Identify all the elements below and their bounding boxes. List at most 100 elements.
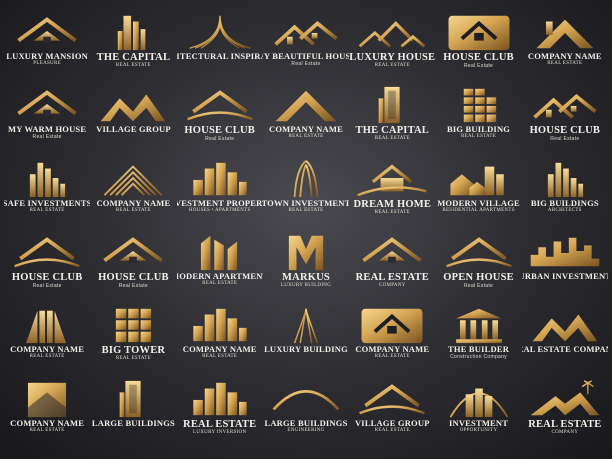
logo-text: BIG TOWER REAL ESTATE xyxy=(102,345,166,362)
logo-23: HOUSE CLUB Real Estate xyxy=(90,232,176,305)
logo-16: COMPANY NAME REAL ESTATE xyxy=(90,159,176,232)
city-blocks-icon xyxy=(189,309,251,343)
logo-34: THE BUILDER Construction Company xyxy=(435,305,521,378)
logo-tagline: LUXURY INVERSION xyxy=(193,429,247,435)
logo-13: BIG BUILDING REAL ESTATE xyxy=(435,85,521,158)
logo-tagline: Real Estate xyxy=(291,61,321,67)
logo-name: LUXURY MANSION xyxy=(6,51,89,61)
logo-tagline: REAL ESTATE xyxy=(29,207,65,213)
logo-text: SAFE INVESTMENTS REAL ESTATE xyxy=(4,197,91,214)
logo-text: TOWN INVESTMENT REAL ESTATE xyxy=(262,197,350,214)
tower-icon xyxy=(120,380,142,417)
logo-text: HOUSE CLUB Real Estate xyxy=(184,125,255,142)
palm-roof-icon xyxy=(530,379,600,415)
logo-1: LUXURY MANSION PLEASURE xyxy=(4,12,90,85)
logo-text: MY WARM HOUSE Real Estate xyxy=(8,124,87,141)
houses-icon xyxy=(358,21,426,48)
logo-text: URBAN INVESTMENT xyxy=(522,272,608,281)
roof-house-icon xyxy=(362,237,422,263)
logo-text: BIG BUILDING REAL ESTATE xyxy=(447,125,510,140)
logo-name: HOUSE CLUB xyxy=(98,272,169,283)
logo-name: COMPANY NAME xyxy=(269,124,343,135)
logo-29: COMPANY NAME REAL ESTATE xyxy=(4,305,90,378)
logo-name: COMPANY NAME xyxy=(527,51,602,61)
logo-name: MODERN VILLAGE xyxy=(437,197,520,208)
logo-text: LARGE BUILDINGS xyxy=(91,417,175,428)
logo-8: MY WARM HOUSE Real Estate xyxy=(4,85,90,158)
logo-name: OPEN HOUSE xyxy=(443,272,514,283)
logo-26: REAL ESTATE COMPANY xyxy=(349,232,435,305)
square-roof-icon xyxy=(28,382,67,417)
logo-text: HOUSE CLUB Real Estate xyxy=(98,272,169,289)
house-badge-icon xyxy=(448,15,510,51)
logo-35: REAL ESTATE COMPANY xyxy=(522,305,608,378)
logo-tagline: Real Estate xyxy=(463,63,494,69)
logo-11: COMPANY NAME REAL ESTATE xyxy=(263,85,349,158)
logo-22: HOUSE CLUB Real Estate xyxy=(4,232,90,305)
logo-name: HOUSE CLUB xyxy=(11,272,83,283)
logo-name: MY BEAUTIFUL HOUSE xyxy=(263,51,350,61)
logo-40: VILLAGE GROUP REAL ESTATE xyxy=(349,379,435,452)
logo-14: HOUSE CLUB Real Estate xyxy=(522,85,608,158)
logo-name: REAL ESTATE xyxy=(183,418,257,430)
logo-15: SAFE INVESTMENTS REAL ESTATE xyxy=(4,159,90,232)
logo-tagline: REAL ESTATE xyxy=(374,136,410,142)
mountain-roof-icon xyxy=(532,314,598,342)
skyscraper-icon xyxy=(118,15,146,51)
logo-name: SAFE INVESTMENTS xyxy=(4,197,91,208)
logo-tagline: RESIDENTIAL APARTMENTS xyxy=(442,207,515,213)
logo-tagline: REAL ESTATE xyxy=(374,354,410,360)
bars-tower-icon xyxy=(26,311,67,344)
logo-name: HOUSE CLUB xyxy=(184,125,255,137)
logo-name: TOWN INVESTMENT xyxy=(262,197,350,208)
logo-tagline: LUXURY BUILDING xyxy=(280,283,332,288)
logo-tagline: REAL ESTATE xyxy=(29,354,65,360)
logo-name: HOUSE CLUB xyxy=(443,52,514,63)
logo-31: COMPANY NAME REAL ESTATE xyxy=(177,305,263,378)
logo-name: VILLAGE GROUP xyxy=(96,124,171,135)
slanted-towers-icon xyxy=(200,235,237,271)
logo-10: HOUSE CLUB Real Estate xyxy=(177,85,263,158)
logo-39: LARGE BUILDINGS ENGINEERING xyxy=(263,379,349,452)
logo-tagline: Real Estate xyxy=(118,283,148,289)
logo-tagline: REAL ESTATE xyxy=(288,207,324,213)
stripe-roof-icon xyxy=(104,164,163,196)
logo-text: INVESTMENT OPPORTUNITY xyxy=(448,417,509,434)
spire-icon xyxy=(293,307,319,344)
roof-house-icon xyxy=(17,17,77,43)
logo-name: BIG TOWER xyxy=(101,345,166,357)
house-swoosh-icon xyxy=(357,164,427,196)
cube-tower-icon xyxy=(116,309,152,343)
logo-name: THE BUILDER xyxy=(448,344,510,355)
logo-7: COMPANY NAME REAL ESTATE xyxy=(522,12,608,85)
logo-name: HOUSE CLUB xyxy=(529,125,601,137)
m-monogram-icon xyxy=(288,235,324,271)
logo-name: MY WARM HOUSE xyxy=(8,124,87,135)
logo-tagline: REAL ESTATE xyxy=(115,63,151,68)
arch-building-icon xyxy=(449,388,508,418)
logo-12: THE CAPITAL REAL ESTATE xyxy=(349,85,435,158)
logo-tagline: REAL ESTATE xyxy=(461,134,497,140)
skyline-flat-icon xyxy=(530,237,600,267)
logo-tagline: REAL ESTATE xyxy=(374,209,410,215)
logo-tagline: REAL ESTATE xyxy=(288,134,324,140)
logo-name: INVESTMENT xyxy=(448,417,509,428)
logo-3: ARCHITECTURAL INSPIRATION xyxy=(177,12,263,85)
mountain-roof-icon xyxy=(101,94,166,122)
logo-name: BIG BUILDING xyxy=(447,124,511,135)
logo-tagline: REAL ESTATE xyxy=(202,281,238,286)
logo-name: COMPANY NAME xyxy=(182,344,257,355)
roof-house-icon xyxy=(17,90,77,116)
logo-27: OPEN HOUSE Real Estate xyxy=(435,232,521,305)
roof-swoosh-icon xyxy=(186,90,253,121)
logo-18: TOWN INVESTMENT REAL ESTATE xyxy=(263,159,349,232)
logo-6: HOUSE CLUB Real Estate xyxy=(435,12,521,85)
logo-name: LARGE BUILDINGS xyxy=(264,417,348,428)
logo-name: COMPANY NAME xyxy=(355,344,430,355)
logo-text: LUXURY HOUSE REAL ESTATE xyxy=(349,52,435,69)
roof-house-icon xyxy=(103,237,164,263)
logo-text: COMPANY NAME REAL ESTATE xyxy=(96,198,170,214)
logo-name: ARCHITECTURAL INSPIRATION xyxy=(176,51,263,61)
logo-name: LARGE BUILDINGS xyxy=(91,417,175,428)
